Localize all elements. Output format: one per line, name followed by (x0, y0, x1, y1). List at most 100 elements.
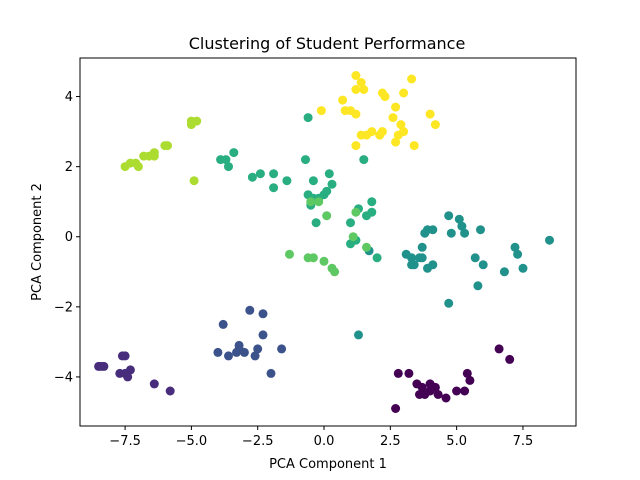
data-point (351, 85, 361, 94)
data-point (192, 116, 202, 126)
data-point (473, 281, 483, 291)
data-point (327, 179, 337, 189)
data-point (391, 102, 401, 112)
data-point (409, 141, 419, 151)
data-point (444, 298, 454, 308)
data-point (433, 390, 443, 399)
data-point (277, 344, 287, 354)
data-point (356, 130, 366, 140)
plot-frame (79, 57, 577, 427)
data-point (229, 148, 239, 158)
data-point (513, 249, 523, 259)
y-tick-label: −4 (54, 370, 73, 385)
data-point (149, 151, 159, 161)
data-point (388, 113, 398, 123)
data-point (189, 176, 199, 186)
data-point (311, 218, 321, 228)
data-point (351, 207, 361, 217)
data-point (460, 228, 470, 238)
x-tick-label: −2.5 (242, 434, 274, 449)
data-point (417, 242, 427, 252)
data-point (441, 393, 451, 403)
data-point (444, 211, 454, 221)
data-point (351, 141, 361, 151)
data-point (221, 155, 231, 165)
data-point (253, 344, 263, 354)
data-point (415, 390, 424, 399)
data-point (346, 218, 355, 228)
data-point (462, 368, 472, 378)
data-point (428, 260, 438, 270)
y-tick-label: −2 (54, 300, 73, 315)
data-point (324, 169, 334, 179)
data-point (391, 137, 401, 147)
data-point (452, 386, 462, 396)
data-point (510, 242, 520, 252)
data-point (356, 78, 366, 87)
data-point (282, 176, 292, 186)
data-point (224, 162, 233, 172)
data-point (407, 260, 417, 270)
data-point (367, 197, 377, 207)
data-point (250, 351, 260, 361)
data-point (96, 361, 106, 371)
y-axis: −4 −2 0 2 4 (54, 90, 80, 385)
data-point (457, 221, 467, 231)
data-point (322, 186, 332, 196)
data-point (255, 169, 265, 179)
x-tick-label: 0.0 (314, 434, 335, 449)
data-point (351, 109, 361, 119)
data-point (258, 330, 268, 340)
data-point (306, 197, 316, 207)
data-point (340, 106, 350, 116)
data-point (133, 162, 143, 172)
data-point (285, 249, 294, 259)
data-point (218, 319, 228, 329)
data-point (348, 232, 358, 242)
data-point (269, 169, 279, 179)
data-point (213, 347, 223, 357)
data-point (224, 351, 233, 361)
data-point (391, 404, 401, 413)
data-point (407, 74, 417, 84)
data-point (407, 253, 417, 263)
data-point (303, 113, 313, 123)
data-point (367, 207, 377, 217)
data-point (372, 253, 382, 263)
x-tick-label: −7.5 (109, 434, 141, 449)
data-point (359, 155, 369, 165)
data-point (430, 120, 440, 130)
data-point (423, 225, 432, 235)
data-point (399, 88, 409, 98)
data-point (149, 379, 159, 389)
data-point (505, 354, 515, 364)
data-point (399, 127, 409, 137)
data-point (338, 95, 348, 105)
data-point (478, 260, 488, 270)
x-tick-label: 5.0 (446, 434, 467, 449)
y-axis-title: PCA Component 2 (30, 183, 45, 301)
data-point (266, 368, 276, 378)
data-point (446, 228, 456, 238)
data-point (120, 351, 130, 361)
data-point (460, 386, 470, 396)
x-tick-label: 2.5 (380, 434, 401, 449)
y-tick-label: 2 (65, 160, 73, 175)
data-point (454, 214, 464, 224)
data-point (258, 309, 268, 319)
data-point (396, 120, 406, 130)
data-point (165, 386, 175, 396)
data-point (308, 253, 318, 263)
data-point (425, 109, 435, 119)
data-point (393, 368, 403, 378)
data-point (499, 267, 509, 277)
data-point (351, 71, 361, 80)
data-point (330, 267, 340, 277)
data-point (322, 211, 332, 221)
x-tick-label: 7.5 (513, 434, 534, 449)
data-point (247, 172, 257, 182)
data-point (494, 344, 504, 354)
data-point (239, 347, 249, 357)
data-point (319, 256, 329, 266)
